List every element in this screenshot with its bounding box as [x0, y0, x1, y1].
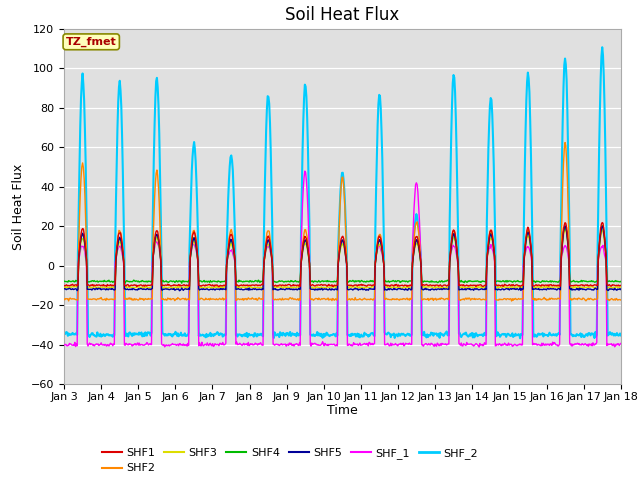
SHF3: [127, 285, 135, 290]
SHF3: [60, 285, 68, 290]
SHF4: [185, 277, 193, 283]
SHF3: [70, 284, 78, 289]
SHF4: [60, 278, 68, 284]
Line: SHF1: SHF1: [64, 223, 621, 287]
SHF_2: [617, 333, 625, 338]
SHF_1: [301, 168, 308, 174]
SHF2: [127, 296, 135, 301]
SHF_1: [214, 341, 221, 347]
SHF2: [426, 297, 434, 302]
SHF_2: [184, 332, 192, 338]
SHF4: [214, 278, 222, 284]
SHF_1: [184, 340, 192, 346]
SHF_2: [127, 332, 135, 338]
SHF_1: [428, 340, 435, 346]
SHF1: [617, 283, 625, 288]
SHF5: [185, 286, 193, 292]
SHF1: [70, 283, 78, 288]
SHF_2: [214, 329, 221, 335]
Line: SHF4: SHF4: [64, 226, 621, 283]
SHF2: [70, 296, 78, 301]
Line: SHF2: SHF2: [64, 143, 621, 301]
Title: Soil Heat Flux: Soil Heat Flux: [285, 6, 399, 24]
SHF2: [184, 296, 192, 302]
SHF2: [617, 297, 625, 303]
SHF1: [214, 282, 221, 288]
SHF4: [127, 279, 135, 285]
SHF_1: [617, 341, 625, 347]
SHF_2: [410, 229, 418, 235]
SHF2: [410, 237, 418, 242]
SHF1: [127, 282, 135, 288]
Y-axis label: Soil Heat Flux: Soil Heat Flux: [12, 163, 25, 250]
SHF5: [411, 242, 419, 248]
X-axis label: Time: Time: [327, 405, 358, 418]
SHF5: [70, 287, 78, 292]
SHF3: [617, 284, 625, 289]
SHF5: [127, 286, 135, 292]
SHF4: [617, 278, 625, 284]
Line: SHF_1: SHF_1: [64, 171, 621, 347]
SHF5: [617, 287, 625, 292]
SHF5: [214, 287, 222, 292]
SHF2: [561, 140, 569, 145]
SHF4: [70, 279, 78, 285]
SHF_2: [516, 336, 524, 341]
SHF_2: [598, 44, 606, 50]
SHF2: [508, 298, 515, 304]
SHF5: [60, 286, 68, 292]
SHF1: [60, 283, 68, 288]
SHF_1: [411, 192, 419, 198]
SHF_1: [60, 342, 68, 348]
SHF3: [511, 286, 518, 292]
SHF1: [598, 220, 606, 226]
SHF_2: [426, 333, 434, 338]
SHF2: [60, 296, 68, 302]
SHF_1: [127, 342, 135, 348]
SHF3: [410, 250, 418, 255]
SHF_1: [476, 344, 483, 350]
SHF3: [561, 226, 569, 232]
SHF_2: [70, 332, 78, 337]
SHF_1: [70, 343, 78, 348]
SHF3: [426, 284, 434, 290]
Text: TZ_fmet: TZ_fmet: [66, 36, 116, 47]
SHF4: [598, 223, 606, 228]
Line: SHF3: SHF3: [64, 229, 621, 289]
SHF2: [214, 297, 221, 302]
SHF5: [428, 286, 435, 292]
SHF5: [175, 288, 183, 294]
SHF4: [178, 280, 186, 286]
SHF4: [411, 242, 419, 248]
SHF1: [215, 284, 223, 289]
SHF1: [411, 239, 419, 244]
Line: SHF5: SHF5: [64, 226, 621, 291]
SHF1: [184, 282, 192, 288]
Line: SHF_2: SHF_2: [64, 47, 621, 338]
SHF3: [214, 284, 221, 290]
SHF4: [428, 279, 435, 285]
Legend: SHF1, SHF2, SHF3, SHF4, SHF5, SHF_1, SHF_2: SHF1, SHF2, SHF3, SHF4, SHF5, SHF_1, SHF…: [97, 444, 483, 478]
SHF_2: [60, 330, 68, 336]
SHF5: [561, 223, 569, 228]
SHF3: [184, 285, 192, 290]
SHF1: [428, 282, 435, 288]
